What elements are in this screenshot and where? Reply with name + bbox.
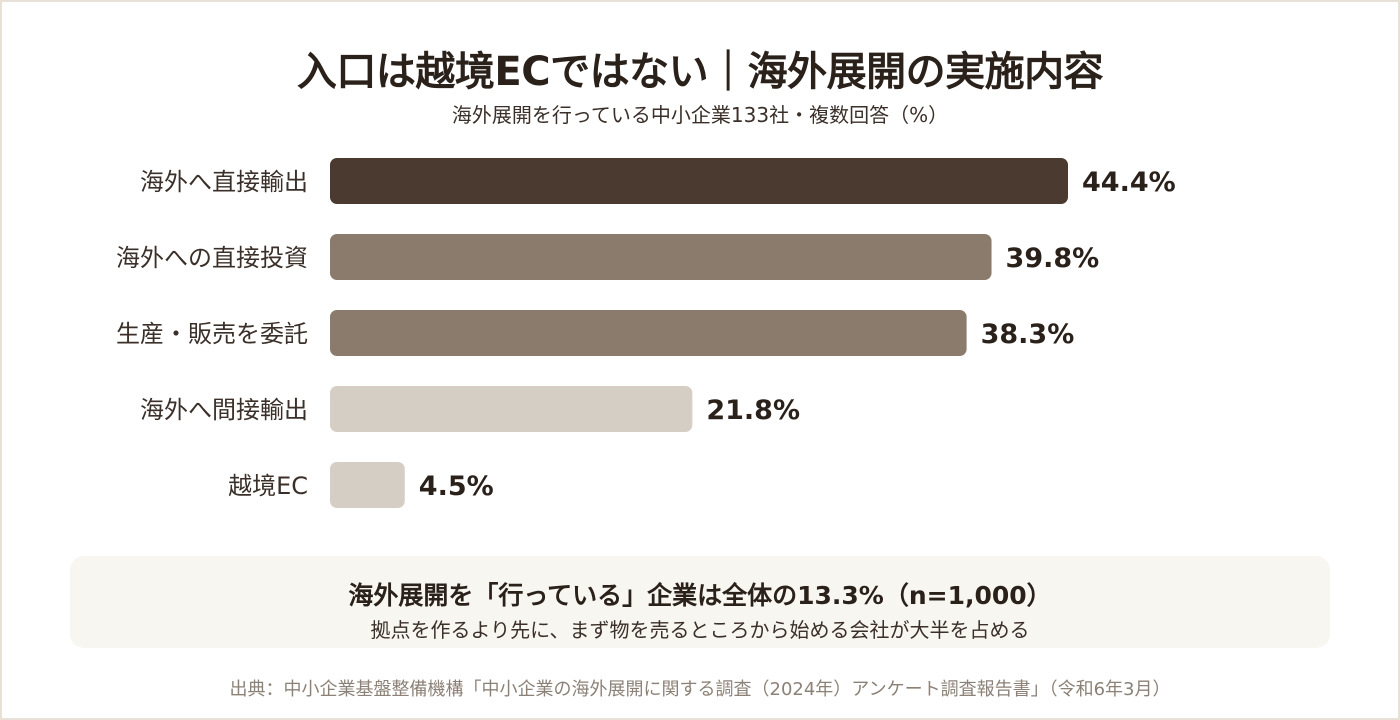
summary-note-box: 海外展開を「行っている」企業は全体の13.3%（n=1,000） 拠点を作るより…	[70, 556, 1330, 648]
bar	[330, 158, 1068, 204]
chart-subtitle: 海外展開を行っている中小企業133社・複数回答（%）	[451, 103, 949, 127]
summary-headline: 海外展開を「行っている」企業は全体の13.3%（n=1,000）	[348, 581, 1052, 610]
bar	[330, 462, 405, 508]
data-label: 38.3%	[981, 319, 1075, 350]
data-label: 4.5%	[419, 471, 494, 502]
data-label: 39.8%	[1006, 243, 1100, 274]
source-citation: 出典：中小企業基盤整備機構「中小企業の海外展開に関する調査（2024年）アンケー…	[229, 679, 1171, 700]
category-label: 海外への直接投資	[116, 244, 308, 272]
data-label: 44.4%	[1082, 167, 1176, 198]
chart-title: 入口は越境ECではない｜海外展開の実施内容	[296, 49, 1104, 95]
category-label: 越境EC	[228, 472, 308, 500]
bar	[330, 310, 967, 356]
bar-chart: 海外へ直接輸出 44.4% 海外への直接投資 39.8% 生産・販売を委託 38.3% 海外…	[116, 158, 1176, 508]
bar	[330, 386, 693, 432]
bar	[330, 234, 992, 280]
summary-detail: 拠点を作るより先に、まず物を売るところから始める会社が大半を占める	[370, 618, 1030, 642]
category-label: 海外へ間接輸出	[140, 396, 308, 424]
category-label: 海外へ直接輸出	[140, 168, 308, 196]
data-label: 21.8%	[706, 395, 800, 426]
category-label: 生産・販売を委託	[116, 320, 308, 348]
